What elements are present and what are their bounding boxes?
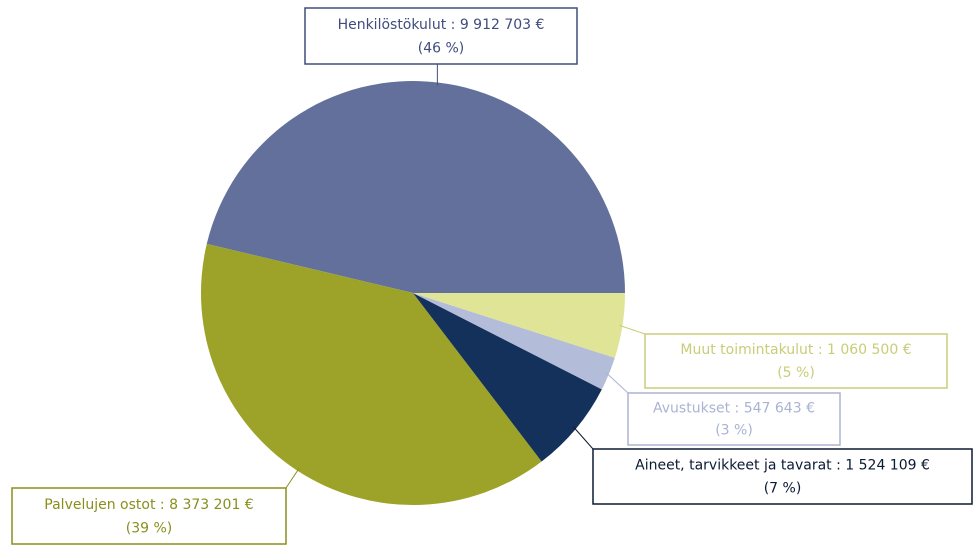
label-separator: : — [446, 17, 460, 33]
category-name: Aineet, tarvikkeet ja tavarat — [635, 458, 832, 474]
percent-label: (46 %) — [418, 40, 465, 56]
percent-label: (3 %) — [715, 422, 753, 438]
category-name: Muut toimintakulut — [680, 342, 813, 358]
label-separator: : — [813, 342, 827, 358]
leader-line — [285, 467, 300, 489]
category-name: Palvelujen ostot — [44, 497, 156, 513]
label-separator: : — [730, 401, 744, 417]
leader-line — [619, 324, 646, 335]
percent-label: (39 %) — [126, 520, 173, 536]
leader-line — [605, 372, 629, 394]
data-label: Henkilöstökulut : 9 912 703 € — [338, 17, 545, 33]
label-separator: : — [832, 458, 846, 474]
pie-slice — [413, 293, 615, 390]
label-box — [592, 448, 973, 505]
percent-label: (7 %) — [764, 481, 802, 497]
value-label: 1 524 109 € — [845, 458, 930, 474]
value-label: 1 060 500 € — [827, 342, 912, 358]
label-box — [627, 392, 841, 446]
value-label: 8 373 201 € — [169, 497, 254, 513]
pie-slice — [413, 293, 602, 462]
data-label: Avustukset : 547 643 € — [653, 401, 815, 417]
category-name: Henkilöstökulut — [338, 17, 447, 33]
label-separator: : — [155, 497, 169, 513]
label-box — [644, 333, 948, 389]
data-label: Aineet, tarvikkeet ja tavarat : 1 524 10… — [635, 458, 930, 474]
leader-line — [573, 426, 594, 450]
label-box — [304, 7, 578, 65]
value-label: 9 912 703 € — [460, 17, 545, 33]
pie-slice — [413, 293, 625, 358]
percent-label: (5 %) — [777, 365, 815, 381]
label-box — [11, 487, 287, 545]
category-name: Avustukset — [653, 401, 731, 417]
pie-slice — [206, 81, 626, 293]
data-label: Muut toimintakulut : 1 060 500 € — [680, 342, 911, 358]
data-label: Palvelujen ostot : 8 373 201 € — [44, 497, 253, 513]
value-label: 547 643 € — [744, 401, 815, 417]
pie-slice — [200, 243, 542, 506]
